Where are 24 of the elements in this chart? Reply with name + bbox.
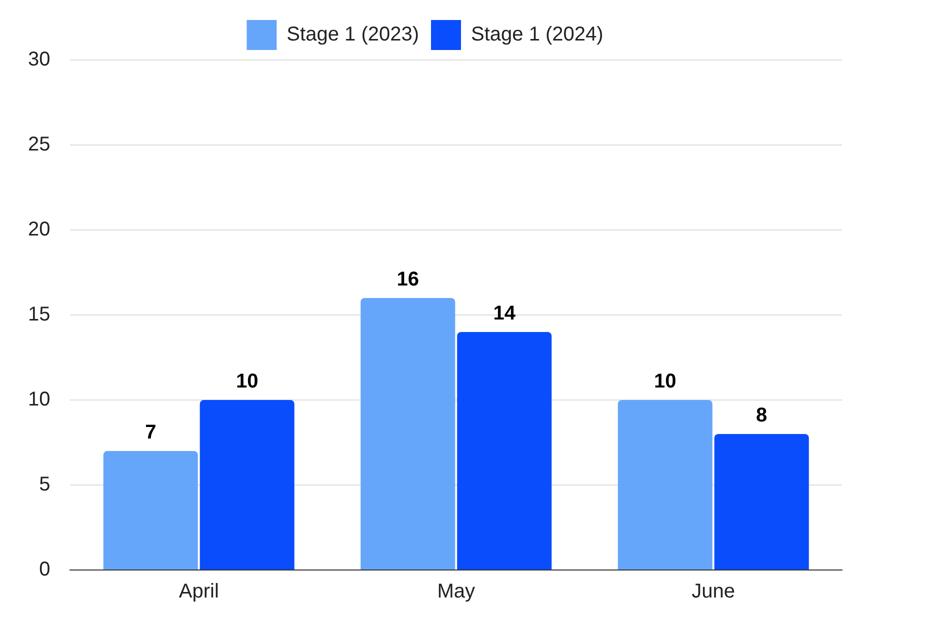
bar [200,400,294,570]
y-tick-label: 15 [28,304,50,326]
data-label: 14 [493,302,516,325]
bar [618,400,712,570]
x-tick-label: May [437,580,476,603]
data-label: 10 [236,370,258,393]
data-label: 8 [756,404,768,427]
y-tick-label: 20 [28,218,50,241]
bar [360,298,456,570]
y-tick-label: 10 [28,388,50,411]
data-label: 10 [654,370,676,393]
legend-label: Stage 1 (2023) [286,24,420,46]
y-tick-label: 25 [28,134,50,156]
y-tick-label: 0 [39,558,50,581]
bar [714,434,809,570]
data-label: 7 [145,422,156,444]
legend-label: Stage 1 (2024) [471,24,604,46]
bar [103,451,198,570]
x-tick-label: April [178,580,219,603]
y-tick-label: 5 [39,474,50,496]
y-tick-label: 30 [28,48,50,71]
bar [457,332,552,570]
data-label: 16 [396,268,420,291]
x-tick-label: June [692,580,736,603]
